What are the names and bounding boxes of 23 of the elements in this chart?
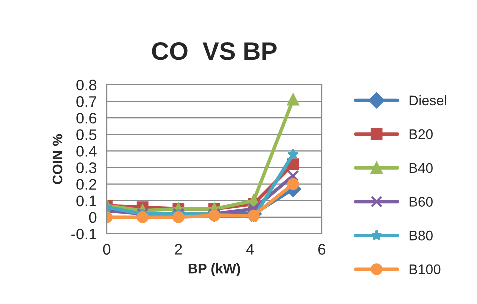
x-axis-title: BP (kW) (188, 264, 240, 276)
y-tick-label: 0.1 (76, 196, 97, 207)
legend-label: B80 (410, 230, 433, 241)
legend-label: B20 (410, 130, 433, 140)
x-tick-label: 2 (175, 244, 182, 255)
y-tick-label: 0.6 (76, 112, 97, 124)
y-tick-label: 0.3 (76, 162, 97, 174)
y-tick-label: 0 (89, 212, 97, 224)
y-tick-label: 0.4 (76, 146, 97, 157)
legend-label: B40 (410, 163, 433, 174)
x-tick-label: 0 (103, 244, 111, 255)
legend-label: Diesel (410, 95, 446, 106)
chart-title: CO VS BP (152, 42, 277, 60)
y-tick-label: 0.5 (76, 130, 97, 140)
y-tick-label: 0.8 (76, 80, 97, 91)
y-axis-title: COIN % (52, 134, 63, 184)
legend-label: B60 (410, 197, 433, 207)
legend-label: B100 (410, 264, 441, 274)
x-tick-label: 4 (246, 244, 254, 255)
y-tick-label: 0.2 (76, 179, 97, 190)
y-tick-label: -0.1 (72, 228, 97, 240)
y-tick-label: 0.7 (76, 96, 97, 108)
x-tick-label: 6 (318, 244, 326, 255)
